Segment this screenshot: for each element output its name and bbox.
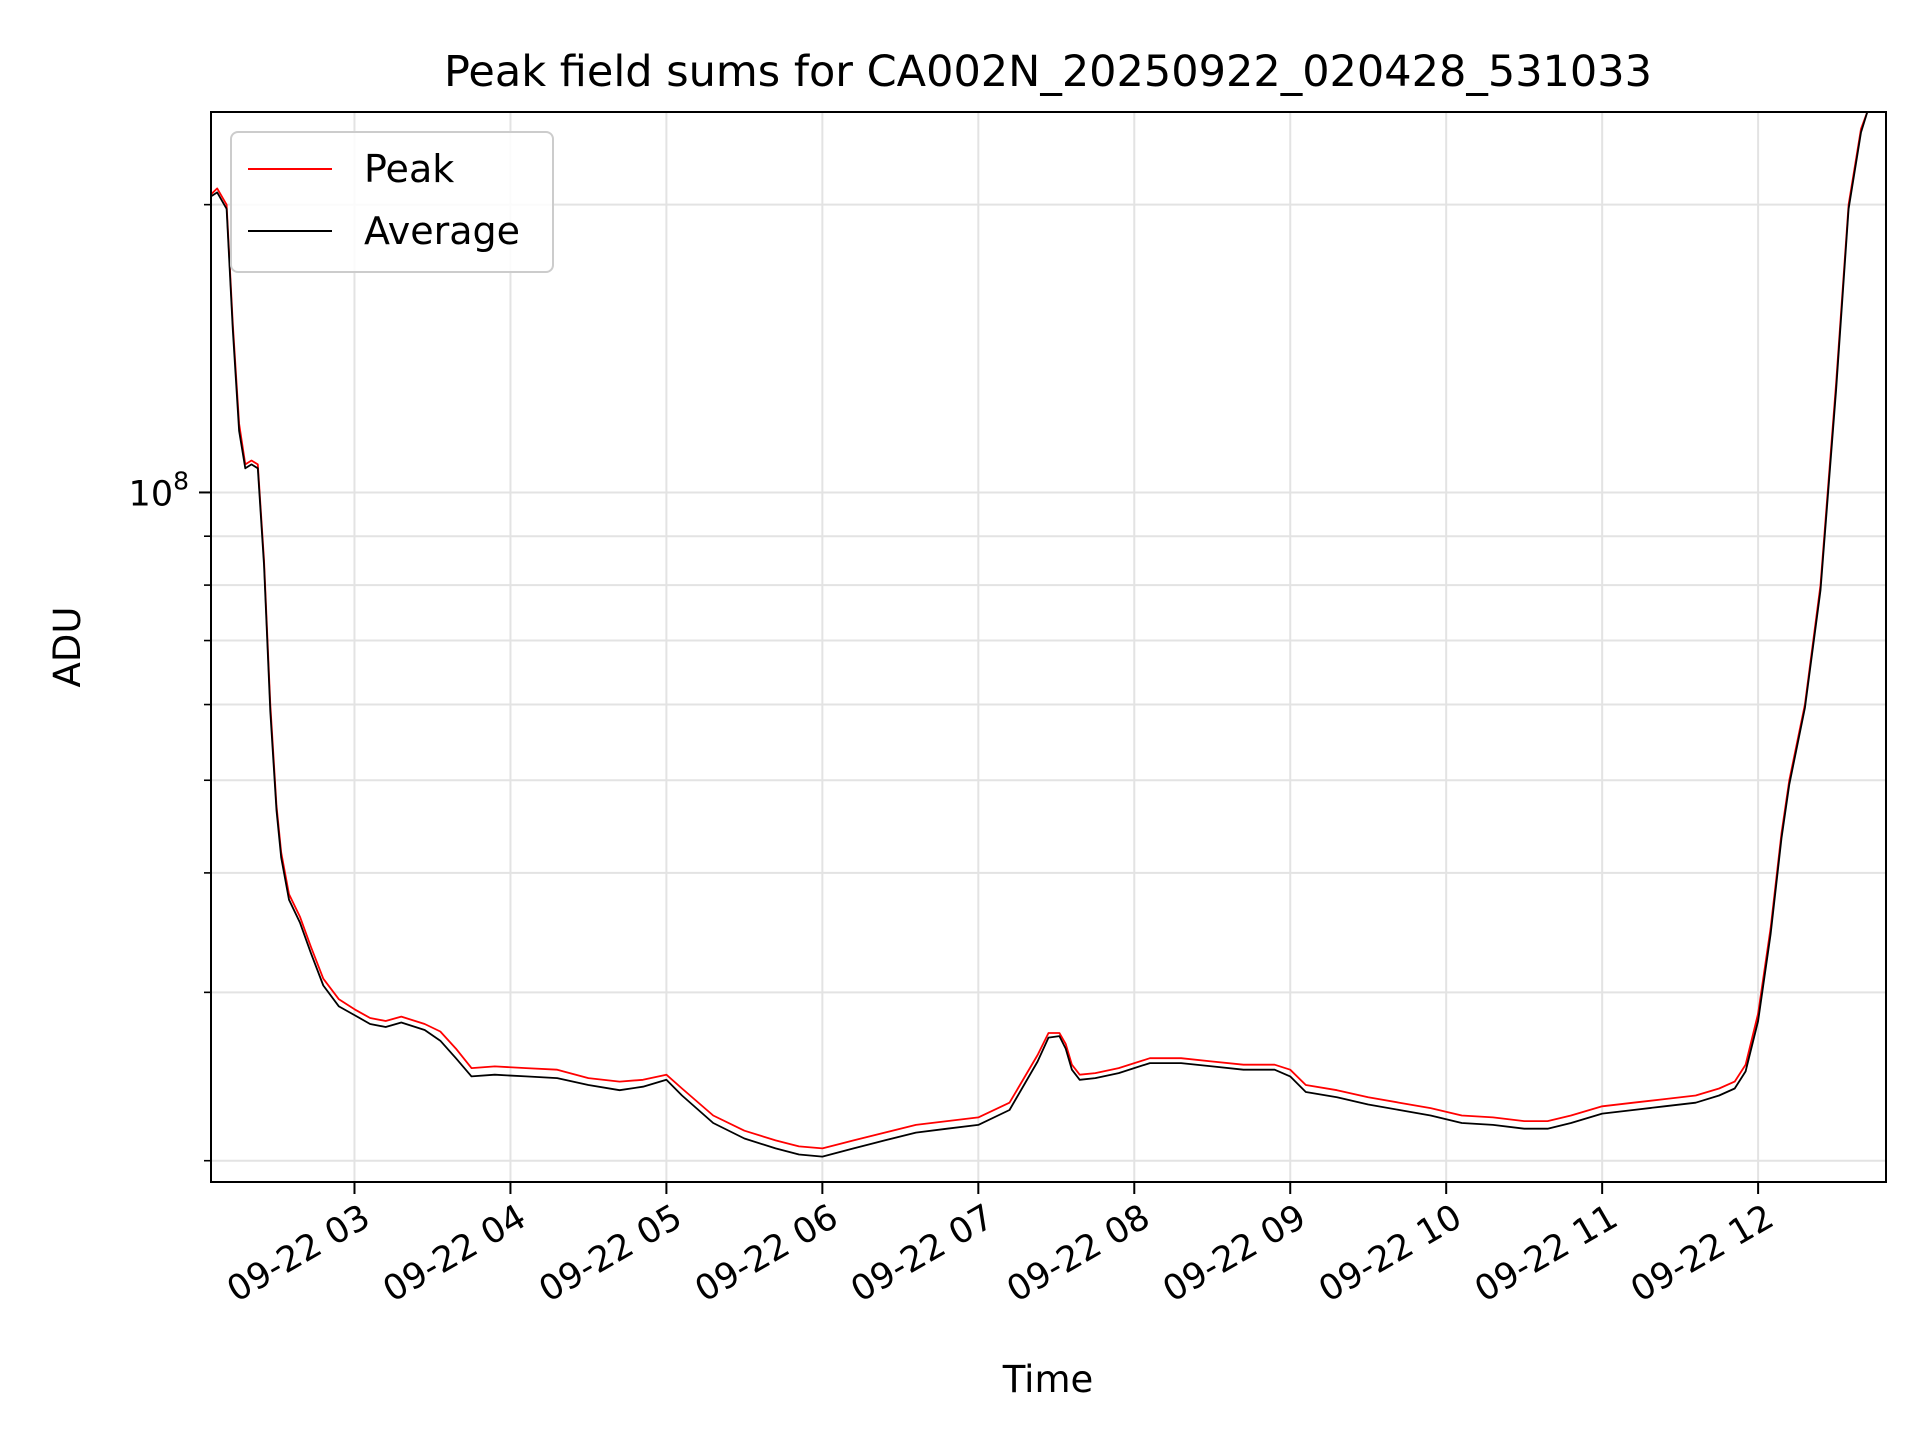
legend-label-peak: Peak [364,147,454,191]
x-axis-label: Time [1002,1358,1094,1401]
legend: Peak Average [230,131,554,273]
series-line-average [211,112,1869,1158]
legend-box [230,131,554,273]
series-layer [211,112,1869,1158]
series-line-peak [211,112,1869,1150]
legend-label-average: Average [364,209,520,253]
chart-title: Peak field sums for CA002N_20250922_0204… [444,47,1652,97]
y-axis-label: ADU [46,607,89,688]
grid [211,112,1886,1182]
plot-frame [210,111,1887,1183]
